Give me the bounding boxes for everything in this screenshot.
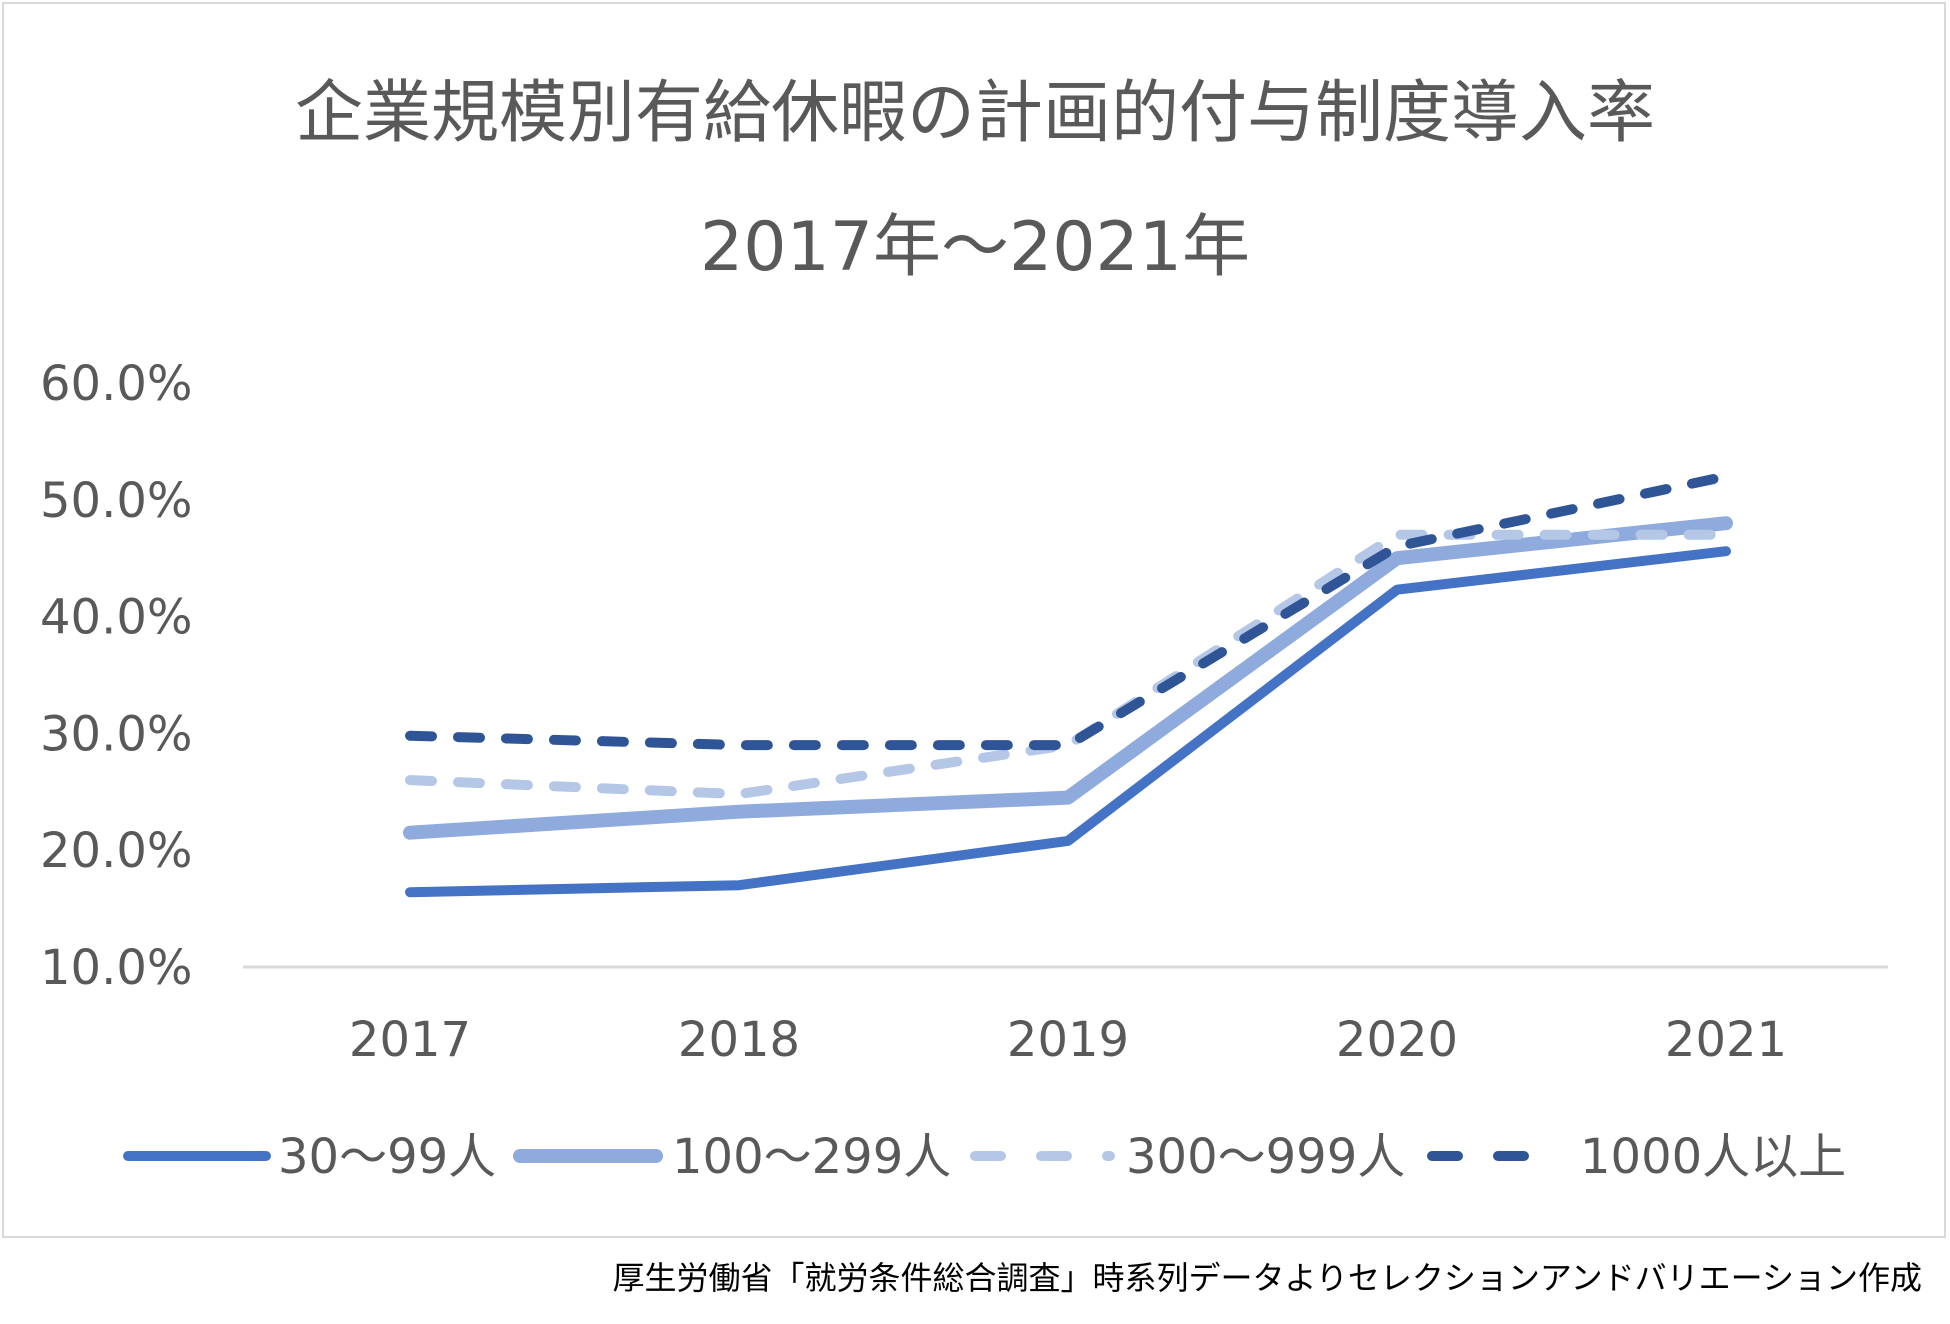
- chart-title: 企業規模別有給休暇の計画的付与制度導入率: [294, 74, 1655, 153]
- x-tick-label: 2019: [1007, 1012, 1129, 1068]
- y-tick-label: 10.0%: [40, 940, 192, 996]
- y-tick-label: 20.0%: [40, 823, 192, 879]
- x-tick-label: 2017: [349, 1012, 471, 1068]
- series-line-1: [405, 546, 1731, 898]
- y-tick-label: 30.0%: [40, 706, 192, 762]
- series-line-3: [405, 529, 1731, 800]
- legend-label-2: 100～299人: [672, 1129, 951, 1185]
- legend-label-3: 300～999人: [1126, 1129, 1405, 1185]
- series-line-4: [405, 471, 1731, 751]
- y-tick-label: 40.0%: [40, 590, 192, 646]
- x-tick-label: 2020: [1336, 1012, 1458, 1068]
- legend-label-1: 30～99人: [278, 1129, 496, 1185]
- series-line-2: [403, 516, 1733, 840]
- chart-frame: [2, 2, 1946, 1238]
- chart-subtitle: 2017年～2021年: [699, 208, 1251, 287]
- y-tick-label: 60.0%: [40, 356, 192, 412]
- source-note: 厚生労働省「就労条件総合調査」時系列データよりセレクションアンドバリエーション作…: [612, 1259, 1922, 1297]
- x-tick-label: 2018: [678, 1012, 800, 1068]
- y-tick-label: 50.0%: [40, 473, 192, 529]
- legend-label-4: 1000人以上: [1580, 1129, 1846, 1185]
- x-tick-label: 2021: [1665, 1012, 1787, 1068]
